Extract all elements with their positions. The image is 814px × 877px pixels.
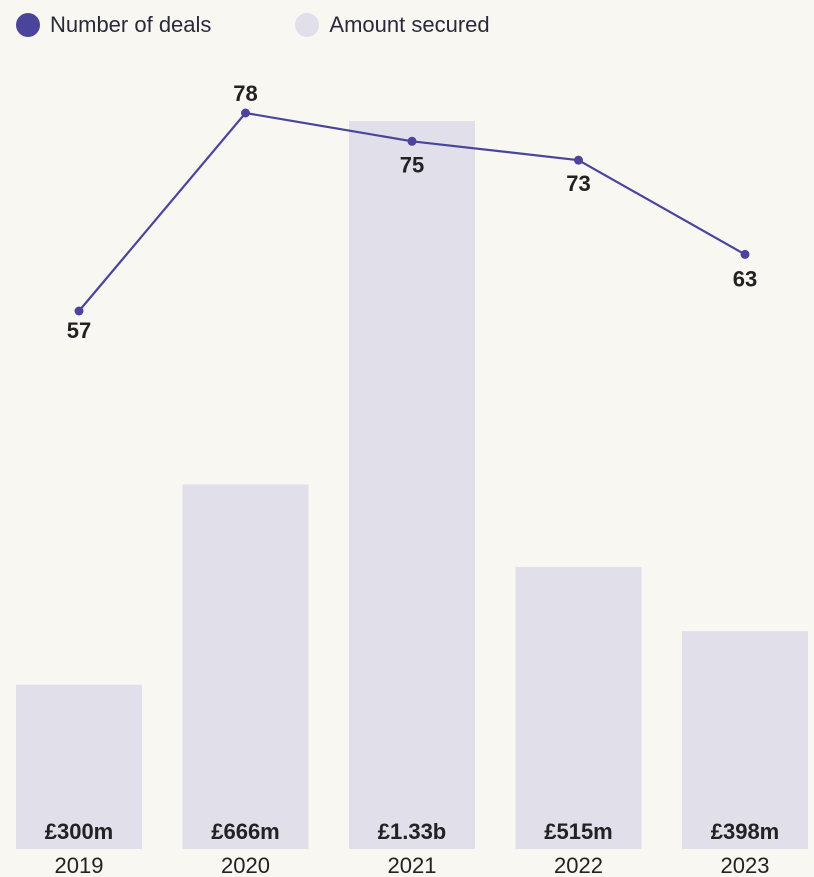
x-tick-label-2023: 2023 <box>721 853 770 877</box>
x-tick-label-2019: 2019 <box>55 853 104 877</box>
legend-item-number-of-deals: Number of deals <box>16 12 211 38</box>
bar-2023 <box>682 631 808 849</box>
bar-2022 <box>515 567 642 849</box>
deals-point-2021 <box>407 136 417 146</box>
bar-2021 <box>349 121 475 849</box>
line-layer <box>74 108 750 316</box>
legend-item-amount-secured: Amount secured <box>295 12 490 38</box>
bar-value-label-2021: £1.33b <box>378 819 447 844</box>
bar-2019 <box>16 684 142 849</box>
deals-label-2022: 73 <box>566 171 590 196</box>
deals-point-2019 <box>74 306 84 316</box>
legend-label-deals: Number of deals <box>50 12 212 37</box>
legend-swatch-amount <box>295 13 320 37</box>
bar-value-label-2019: £300m <box>45 819 114 844</box>
x-tick-label-2021: 2021 <box>388 853 437 877</box>
deals-point-2023 <box>740 249 750 259</box>
deals-label-2021: 75 <box>400 152 424 177</box>
bar-value-label-2023: £398m <box>711 819 780 844</box>
labels-layer: £300m 2019 £666m 2020 £1.33b 2021 £515m 2022 £39… <box>45 81 780 877</box>
deals-label-2019: 57 <box>67 318 91 343</box>
bar-2020 <box>182 484 309 849</box>
legend: Number of deals Amount secured <box>16 12 574 38</box>
x-tick-label-2020: 2020 <box>221 853 270 877</box>
legend-swatch-deals <box>16 13 40 37</box>
bar-value-label-2022: £515m <box>544 819 613 844</box>
x-tick-label-2022: 2022 <box>554 853 603 877</box>
bar-value-label-2020: £666m <box>211 819 280 844</box>
deals-point-2022 <box>574 155 583 165</box>
legend-label-amount: Amount secured <box>329 12 490 37</box>
deals-point-2020 <box>241 108 250 118</box>
deals-label-2020: 78 <box>233 81 257 106</box>
bars-layer <box>16 121 808 849</box>
deals-label-2023: 63 <box>733 266 757 291</box>
